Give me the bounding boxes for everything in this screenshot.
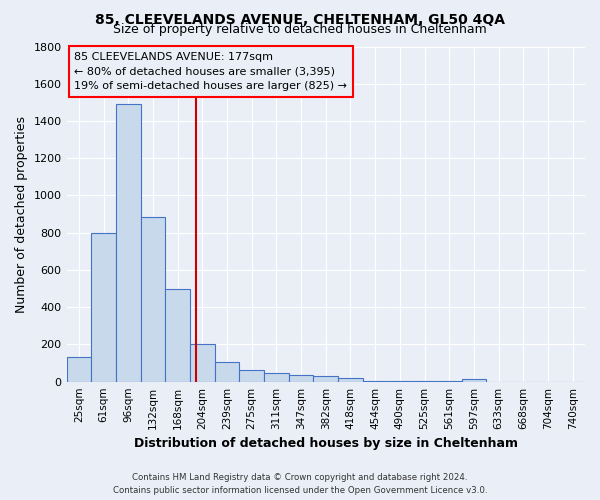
Bar bbox=[264, 372, 289, 382]
Bar bbox=[338, 378, 363, 382]
Bar bbox=[363, 380, 388, 382]
Bar bbox=[140, 217, 165, 382]
Bar bbox=[313, 376, 338, 382]
Bar bbox=[215, 362, 239, 382]
Bar bbox=[289, 375, 313, 382]
Bar bbox=[67, 358, 91, 382]
Text: Size of property relative to detached houses in Cheltenham: Size of property relative to detached ho… bbox=[113, 22, 487, 36]
Bar bbox=[91, 232, 116, 382]
Text: 85, CLEEVELANDS AVENUE, CHELTENHAM, GL50 4QA: 85, CLEEVELANDS AVENUE, CHELTENHAM, GL50… bbox=[95, 12, 505, 26]
Y-axis label: Number of detached properties: Number of detached properties bbox=[15, 116, 28, 312]
Text: Contains HM Land Registry data © Crown copyright and database right 2024.
Contai: Contains HM Land Registry data © Crown c… bbox=[113, 473, 487, 495]
Bar bbox=[116, 104, 140, 382]
Bar bbox=[165, 288, 190, 382]
X-axis label: Distribution of detached houses by size in Cheltenham: Distribution of detached houses by size … bbox=[134, 437, 518, 450]
Bar bbox=[388, 381, 412, 382]
Bar bbox=[190, 344, 215, 382]
Text: 85 CLEEVELANDS AVENUE: 177sqm
← 80% of detached houses are smaller (3,395)
19% o: 85 CLEEVELANDS AVENUE: 177sqm ← 80% of d… bbox=[74, 52, 347, 91]
Bar bbox=[461, 379, 486, 382]
Bar bbox=[239, 370, 264, 382]
